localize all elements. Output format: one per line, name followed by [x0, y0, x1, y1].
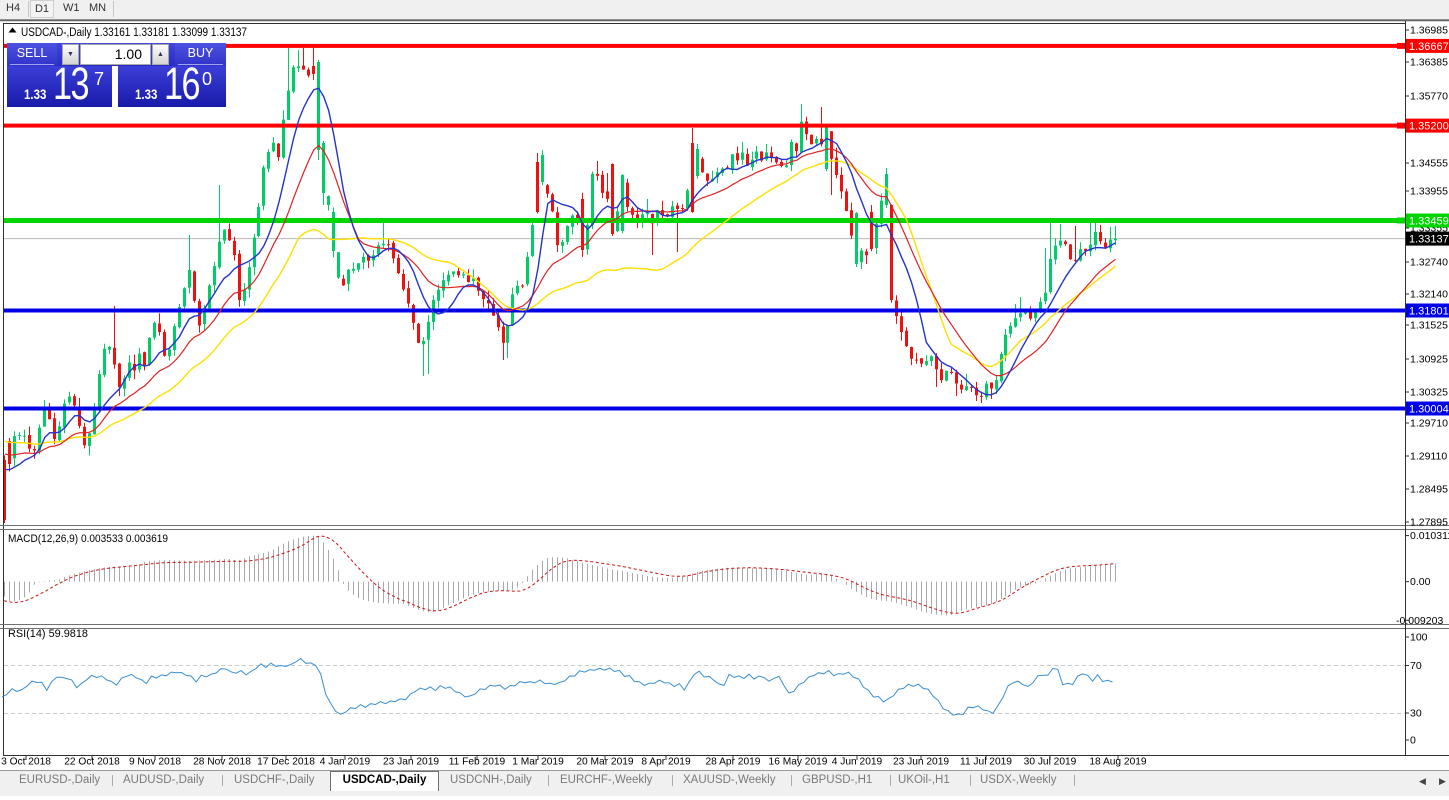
svg-text:0.00: 0.00	[1410, 576, 1431, 588]
svg-text:1.30325: 1.30325	[1410, 387, 1448, 399]
svg-text:1.30004: 1.30004	[1409, 404, 1449, 416]
svg-text:1.33459: 1.33459	[1409, 216, 1449, 228]
svg-text:16 May 2019: 16 May 2019	[769, 757, 828, 768]
svg-text:8 Apr 2019: 8 Apr 2019	[641, 757, 691, 768]
svg-text:USDCAD-,Daily 1.33161 1.33181: USDCAD-,Daily 1.33161 1.33181 1.33099 1.…	[21, 27, 247, 39]
svg-text:1 Mar 2019: 1 Mar 2019	[512, 757, 564, 768]
svg-text:MACD(12,26,9) 0.003533 0.00361: MACD(12,26,9) 0.003533 0.003619	[8, 533, 168, 545]
svg-text:23 Jun 2019: 23 Jun 2019	[893, 757, 949, 768]
svg-text:RSI(14) 59.9818: RSI(14) 59.9818	[8, 628, 88, 640]
svg-text:1.29710: 1.29710	[1410, 418, 1448, 430]
svg-text:0: 0	[1410, 735, 1416, 747]
svg-text:22 Oct 2018: 22 Oct 2018	[64, 757, 120, 768]
svg-text:1.36385: 1.36385	[1410, 57, 1448, 69]
svg-text:1.28495: 1.28495	[1410, 484, 1448, 496]
svg-text:1.36667: 1.36667	[1409, 41, 1449, 53]
svg-text:18 Aug 2019: 18 Aug 2019	[1089, 757, 1147, 768]
svg-text:1.31525: 1.31525	[1410, 320, 1448, 332]
svg-text:1.36985: 1.36985	[1410, 25, 1448, 37]
svg-text:3 Oct 2018: 3 Oct 2018	[1, 757, 51, 768]
svg-text:30: 30	[1410, 708, 1422, 720]
svg-text:1.32740: 1.32740	[1410, 257, 1448, 269]
svg-text:28 Apr 2019: 28 Apr 2019	[706, 757, 761, 768]
svg-text:1.30925: 1.30925	[1410, 354, 1448, 366]
svg-text:1.29110: 1.29110	[1410, 451, 1447, 463]
svg-text:17 Dec 2018: 17 Dec 2018	[257, 757, 315, 768]
svg-text:-0.009203: -0.009203	[1396, 615, 1443, 627]
svg-text:11 Jul 2019: 11 Jul 2019	[960, 757, 1012, 768]
svg-text:4 Jun 2019: 4 Jun 2019	[832, 757, 883, 768]
svg-text:70: 70	[1410, 660, 1422, 672]
svg-text:100: 100	[1410, 632, 1428, 644]
svg-text:0.010311: 0.010311	[1410, 530, 1449, 542]
svg-text:9 Nov 2018: 9 Nov 2018	[129, 757, 181, 768]
svg-text:1.33137: 1.33137	[1409, 234, 1449, 246]
svg-text:1.35770: 1.35770	[1410, 91, 1448, 103]
svg-text:20 Mar 2019: 20 Mar 2019	[576, 757, 634, 768]
svg-text:30 Jul 2019: 30 Jul 2019	[1024, 757, 1077, 768]
svg-text:1.33955: 1.33955	[1410, 186, 1448, 198]
svg-text:1.31801: 1.31801	[1409, 306, 1449, 318]
svg-text:1.27895: 1.27895	[1410, 517, 1448, 529]
svg-text:23 Jan 2019: 23 Jan 2019	[383, 757, 439, 768]
svg-text:1.32140: 1.32140	[1410, 289, 1448, 301]
svg-text:4 Jan 2019: 4 Jan 2019	[320, 757, 371, 768]
svg-text:1.35200: 1.35200	[1409, 121, 1449, 133]
svg-text:11 Feb 2019: 11 Feb 2019	[449, 757, 506, 768]
svg-text:28 Nov 2018: 28 Nov 2018	[193, 757, 251, 768]
svg-text:1.34555: 1.34555	[1410, 158, 1448, 170]
